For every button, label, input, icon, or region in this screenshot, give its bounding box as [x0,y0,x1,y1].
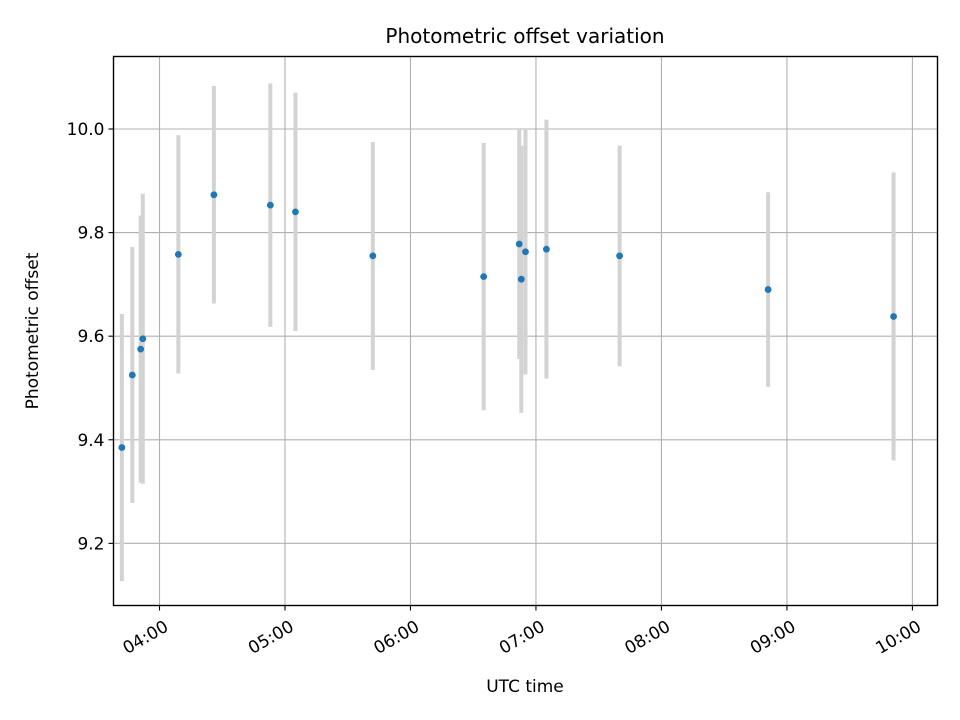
data-point [764,286,772,293]
data-point [128,371,136,379]
data-point [137,345,145,353]
data-point [292,208,299,216]
x-axis-title: UTC time [486,677,564,697]
chart-title: Photometric offset variation [385,24,664,48]
data-point [210,191,218,199]
data-point [522,248,529,256]
y-tick-label: 9.4 [77,431,104,451]
data-point [517,275,525,283]
y-tick-label: 9.6 [77,327,104,347]
plot-frame [112,55,939,607]
y-axis: 9.2 9.4 9.6 9.8 10.0 [67,120,114,554]
data-point [174,250,182,258]
data-point [515,240,523,248]
data-point [139,335,147,343]
data-point [118,444,126,451]
y-axis-title: Photometric offset [23,252,43,409]
data-point [266,201,274,209]
y-tick-label: 9.2 [77,534,104,554]
data-point [543,245,550,253]
y-tick-label: 9.8 [77,224,104,244]
data-points [118,191,897,451]
data-point [890,313,897,320]
data-point [480,273,488,281]
y-tick-label: 10.0 [67,120,105,140]
data-point [616,252,624,260]
data-point [369,252,377,260]
